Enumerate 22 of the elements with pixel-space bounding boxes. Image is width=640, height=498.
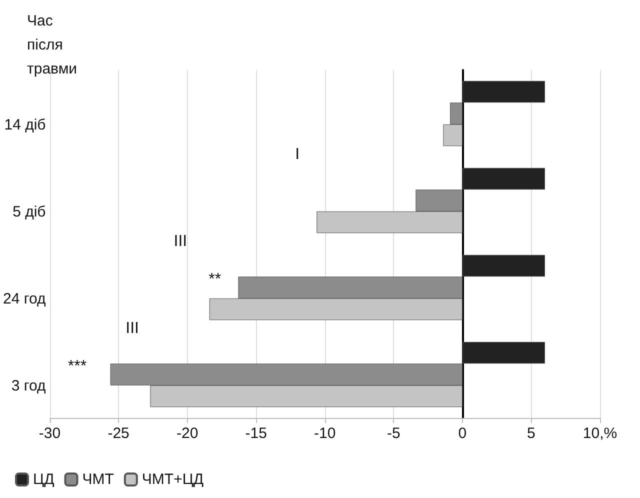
annotation: *** [68,358,87,375]
legend-label: ЦД [33,471,54,488]
x-tick-label: -5 [386,425,400,442]
annotation: ** [208,271,222,288]
y-tick-label: 14 діб [4,116,46,134]
y-tick-label: 3 год [11,378,46,394]
x-tick-label: 10,% [582,425,618,442]
annotation: I [295,146,300,163]
y-tick-label: 5 діб [12,204,46,220]
x-tick-label: -30 [38,425,61,442]
annotation: III [126,320,139,337]
legend-label: ЧМТ+ЦД [142,471,204,488]
legend-label: ЧМТ [82,471,114,488]
annotation: III [174,233,188,250]
x-tick-label: -25 [108,425,130,442]
x-tick-label: 5 [527,425,536,442]
x-tick-label: -15 [245,425,267,442]
y-tick-label: 24 год [2,290,46,308]
x-tick-label: 0 [458,425,467,442]
x-tick-label: -20 [176,425,198,442]
y-axis-title: Час після травми [27,12,78,78]
x-tick-label: -10 [314,425,336,442]
